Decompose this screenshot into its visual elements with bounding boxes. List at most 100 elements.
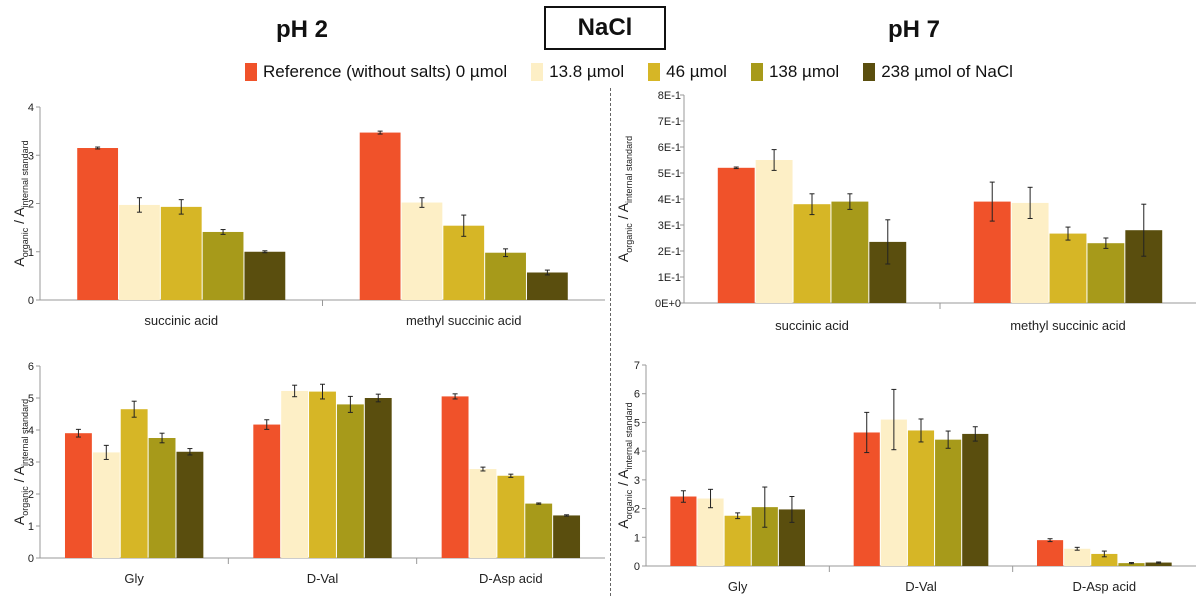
panel2-ytick-label-1: 1	[28, 521, 34, 533]
legend-label-238: 238 µmol of NaCl	[881, 62, 1013, 81]
panel2-category-label-0: Gly	[124, 571, 144, 586]
panel3-y-axis-label-part-1: organic	[624, 223, 634, 253]
panel3-bar-0-2	[793, 204, 831, 303]
panel3-ytick-label-2: 2E-1	[658, 246, 681, 258]
panel2-bar-1-4	[364, 398, 392, 558]
panel2-bar-0-0	[64, 433, 92, 558]
panel4-bar-1-2	[907, 430, 935, 566]
panel2-bar-2-0	[441, 396, 469, 558]
panel3-y-axis-label-part-2: / A	[615, 202, 631, 223]
panel2-ytick-label-0: 0	[28, 553, 34, 565]
panel1-y-axis-label: Aorganic / Ainternal standard	[11, 140, 30, 266]
ph2-header: pH 2	[276, 16, 329, 43]
panel4-bar-0-1	[697, 498, 724, 566]
panel4-bar-2-3	[1118, 563, 1145, 566]
panel3-ytick-label-1: 1E-1	[658, 272, 681, 284]
panel1-bar-0-3	[202, 231, 244, 300]
panel3-category-label-1: methyl succinic acid	[1010, 318, 1126, 333]
panel2-y-axis-label-part-2: / A	[11, 465, 27, 486]
panel2-ytick-label-3: 3	[28, 457, 34, 469]
panel4-bar-0-0	[670, 496, 697, 566]
panel3-bar-1-1	[1011, 202, 1049, 303]
panel3-bar-0-0	[717, 167, 755, 303]
panel4-y-axis-label-part-3: internal standard	[624, 402, 634, 469]
panel4-ytick-label-6: 6	[634, 389, 640, 401]
panel1-y-axis-label-part-0: A	[11, 257, 27, 267]
panel3-ytick-label-3: 3E-1	[658, 220, 681, 232]
panel2-y-axis-label-part-1: organic	[20, 486, 30, 516]
panel2-ytick-label-5: 5	[28, 393, 34, 405]
panel4-bar-0-2	[724, 515, 751, 566]
panel2-bar-1-2	[309, 391, 336, 558]
legend-item-46: 46 µmol	[648, 62, 727, 82]
panel1-ytick-label-0: 0	[28, 295, 34, 307]
panel1-y-axis-label-part-1: organic	[20, 227, 30, 257]
panel4-category-label-1: D-Val	[905, 579, 937, 594]
legend-swatch-46	[648, 63, 661, 81]
panel1-ytick-label-1: 1	[28, 247, 34, 259]
panel1-bar-0-2	[160, 206, 202, 300]
legend-item-138: 138 µmol	[750, 62, 840, 82]
legend-label-ref: Reference (without salts) 0 µmol	[263, 62, 508, 81]
panel4-bar-2-1	[1064, 548, 1091, 566]
panel2-bar-0-2	[120, 409, 148, 558]
panel4-category-label-0: Gly	[728, 579, 748, 594]
panel2-ytick-label-2: 2	[28, 489, 34, 501]
legend: Reference (without salts) 0 µmol 13.8 µm…	[245, 58, 1045, 86]
legend-label-13-8: 13.8 µmol	[549, 62, 625, 81]
ph7-header: pH 7	[888, 16, 941, 43]
panel1-bar-1-1	[401, 202, 443, 300]
panel3-ytick-label-8: 8E-1	[658, 90, 681, 102]
panel4-bar-2-0	[1037, 540, 1064, 566]
panel1-bar-0-0	[77, 148, 119, 300]
panel1-ytick-label-3: 3	[28, 150, 34, 162]
panel4-ytick-label-7: 7	[634, 360, 640, 372]
panel2-bar-1-1	[281, 390, 309, 558]
panel4-ytick-label-0: 0	[634, 561, 640, 573]
salt-title-box: NaCl	[544, 6, 666, 50]
legend-item-ref: Reference (without salts) 0 µmol	[245, 62, 507, 82]
salt-title: NaCl	[577, 14, 633, 41]
panel2-category-label-1: D-Val	[307, 571, 339, 586]
panel3-ytick-label-6: 6E-1	[658, 142, 681, 154]
panel2-bar-0-3	[148, 438, 176, 558]
panel3-bar-1-2	[1049, 233, 1087, 303]
panel3-ytick-label-7: 7E-1	[658, 116, 681, 128]
panel2-ytick-label-6: 6	[28, 361, 34, 373]
panel4-ytick-label-4: 4	[634, 446, 640, 458]
panel4-bar-2-2	[1091, 553, 1118, 566]
legend-label-138: 138 µmol	[768, 62, 840, 81]
panel1-y-axis-label-part-2: / A	[11, 207, 27, 228]
panel3-y-axis-label-part-0: A	[615, 252, 631, 262]
panel1-category-label-1: methyl succinic acid	[406, 313, 522, 328]
panel1-y-axis-label-part-3: internal standard	[20, 140, 30, 207]
legend-swatch-138	[750, 63, 763, 81]
legend-swatch-13-8	[531, 63, 544, 81]
panel2-y-axis-label-part-3: internal standard	[20, 399, 30, 466]
panel3-y-axis-label-part-3: internal standard	[624, 136, 634, 203]
panel1-category-label-0: succinic acid	[144, 313, 218, 328]
panel4-ytick-label-3: 3	[634, 475, 640, 487]
panel1-bar-0-1	[119, 204, 160, 300]
panel1-bar-1-4	[526, 272, 568, 300]
panel4-ytick-label-2: 2	[634, 504, 640, 516]
panel3-ytick-label-0: 0E+0	[655, 298, 681, 310]
panel2-ytick-label-4: 4	[28, 425, 34, 437]
panel4-y-axis-label-part-0: A	[615, 519, 631, 529]
panel3-bar-0-1	[755, 160, 793, 303]
panel2-bar-0-4	[176, 451, 204, 558]
panel4-y-axis-label: Aorganic / Ainternal standard	[615, 402, 634, 528]
panel1-ytick-label-2: 2	[28, 199, 34, 211]
panel4-bar-1-3	[935, 439, 962, 566]
panel2-bar-0-1	[92, 452, 120, 558]
legend-swatch-238	[863, 63, 876, 81]
panel3-category-label-0: succinic acid	[775, 318, 849, 333]
legend-item-238: 238 µmol of NaCl	[863, 62, 1013, 82]
panel2-category-label-2: D-Asp acid	[479, 571, 543, 586]
panel4-bar-1-0	[853, 432, 880, 566]
panel2-y-axis-label: Aorganic / Ainternal standard	[11, 399, 30, 525]
panel2-bar-2-2	[497, 475, 525, 558]
legend-item-13-8: 13.8 µmol	[531, 62, 624, 82]
panel3-bar-0-3	[831, 201, 869, 303]
panel3-ytick-label-5: 5E-1	[658, 168, 681, 180]
